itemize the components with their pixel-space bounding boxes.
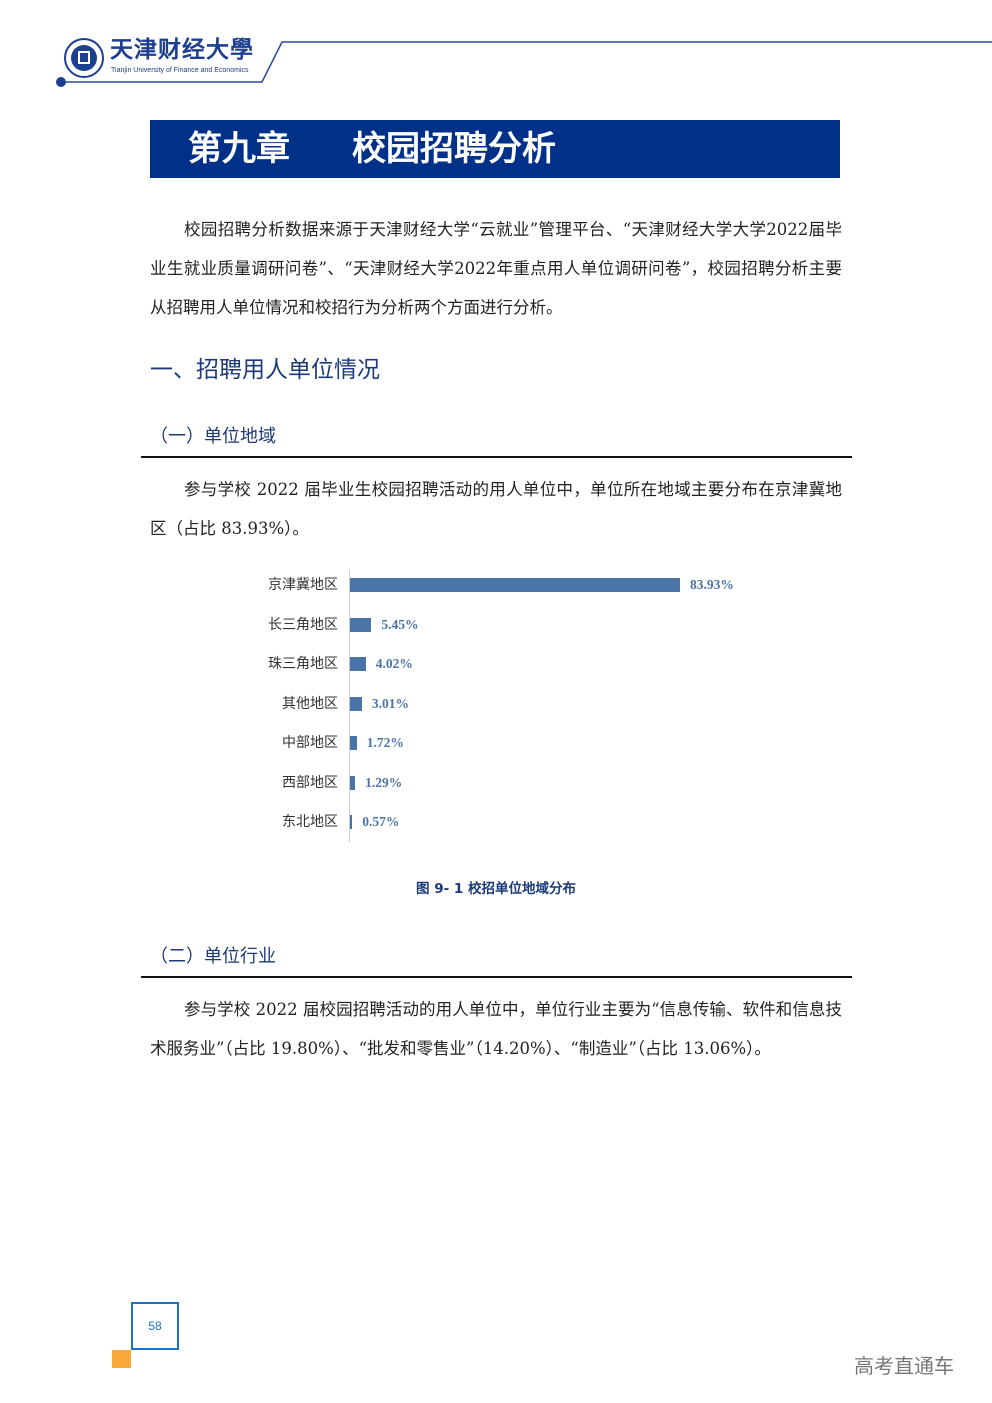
page-number: 58 [131,1302,179,1350]
header-decoration [56,38,992,87]
chart-caption: 图 9- 1 校招单位地域分布 [416,881,576,897]
data-label: 5.45% [381,616,419,632]
watermark: 高考直通车 [854,1354,954,1378]
logo-english-name: Tianjin University of Finance and Econom… [111,67,249,74]
bar [350,775,356,790]
category-label: 长三角地区 [268,616,338,633]
bar [350,578,680,592]
chapter-number: 第九章 [188,129,290,169]
data-label: 3.01% [371,695,409,711]
bar [350,657,366,671]
section-heading: 一、招聘用人单位情况 [150,357,380,383]
chart-axis [349,570,350,842]
bar [350,815,353,829]
header-dot [56,77,66,87]
data-label: 1.29% [365,774,403,790]
category-label: 珠三角地区 [268,656,338,672]
data-label: 1.72% [366,735,404,750]
region-paragraph: 参与学校 2022 届毕业生校园招聘活动的用人单位中，单位所在地域主要分布在京津… [150,480,842,538]
page-number-accent [112,1350,131,1368]
chapter-banner: 第九章 校园招聘分析 [150,120,840,178]
university-emblem-icon [64,38,104,78]
intro-paragraph: 校园招聘分析数据来源于天津财经大学“云就业”管理平台、“天津财经大学大学2022… [150,220,842,317]
divider [141,976,852,978]
subsection-heading-industry: （二）单位行业 [150,946,276,967]
category-label: 其他地区 [282,695,338,712]
industry-paragraph: 参与学校 2022 届校园招聘活动的用人单位中，单位行业主要为“信息传输、软件和… [150,1000,842,1058]
category-label: 东北地区 [282,814,338,830]
divider [141,456,852,458]
header-line [61,41,992,83]
data-label: 0.57% [362,814,400,829]
bar [350,696,362,711]
category-label: 西部地区 [282,774,338,791]
category-label: 中部地区 [282,735,338,751]
chapter-title: 校园招聘分析 [352,129,556,169]
data-label: 4.02% [375,656,413,671]
data-label: 83.93% [690,577,734,592]
category-label: 京津冀地区 [268,577,338,593]
subsection-heading-region: （一）单位地域 [150,426,276,447]
bar [350,736,357,750]
logo-chinese-name: 天津财经大學 [110,36,254,63]
bar [350,617,372,632]
